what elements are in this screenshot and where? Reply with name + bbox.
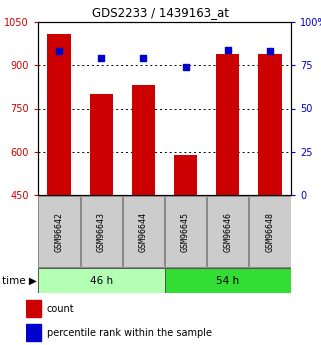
Bar [81, 196, 122, 267]
Text: GSM96642: GSM96642 [55, 211, 64, 252]
Text: percentile rank within the sample: percentile rank within the sample [47, 328, 212, 338]
Text: GSM96645: GSM96645 [181, 211, 190, 252]
Text: GDS2233 / 1439163_at: GDS2233 / 1439163_at [92, 6, 229, 19]
Text: GSM96648: GSM96648 [265, 211, 274, 252]
Point [99, 56, 104, 61]
Point [141, 56, 146, 61]
Bar [165, 196, 206, 267]
Point [267, 49, 273, 54]
Text: GSM96646: GSM96646 [223, 211, 232, 252]
Bar [26, 300, 41, 317]
Bar [26, 324, 41, 341]
Text: 46 h: 46 h [90, 276, 113, 286]
Text: 54 h: 54 h [216, 276, 239, 286]
Bar [132, 86, 155, 195]
Point [225, 47, 230, 52]
Bar [90, 94, 113, 195]
Text: GSM96644: GSM96644 [139, 211, 148, 252]
Bar [207, 196, 248, 267]
Bar [164, 268, 291, 293]
Bar [48, 33, 71, 195]
Point [183, 64, 188, 70]
Bar [38, 268, 164, 293]
Bar [249, 196, 291, 267]
Text: time ▶: time ▶ [2, 276, 37, 286]
Bar [216, 54, 239, 195]
Bar [123, 196, 164, 267]
Bar [174, 155, 197, 195]
Point [56, 49, 62, 54]
Bar [258, 54, 282, 195]
Text: count: count [47, 304, 74, 314]
Bar [39, 196, 80, 267]
Text: GSM96643: GSM96643 [97, 211, 106, 252]
